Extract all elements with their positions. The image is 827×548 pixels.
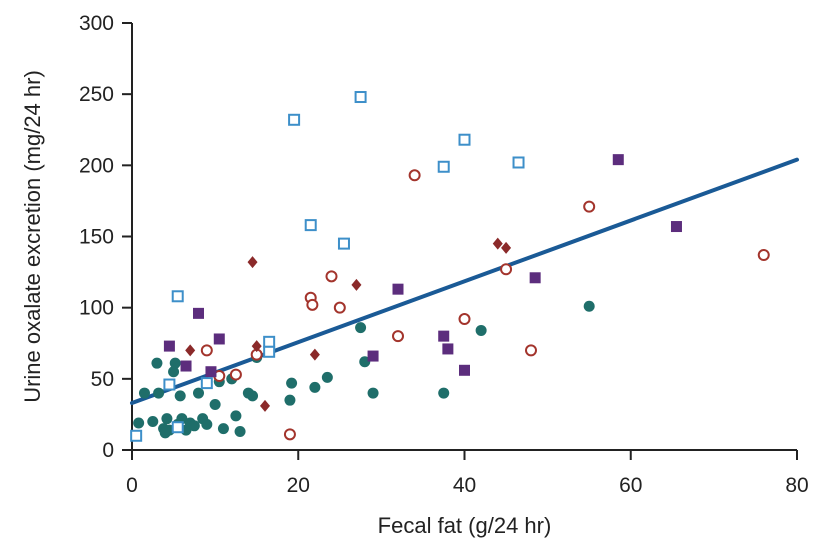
x-tick-label: 0 [126,474,138,497]
data-point-filled-square [529,272,541,284]
data-point-filled-circle [153,387,165,399]
data-point-filled-circle [286,377,298,389]
data-point-filled-circle [168,366,180,378]
data-point-filled-circle [174,390,186,402]
x-tick-label: 80 [785,474,808,497]
data-point-filled-circle [188,420,200,432]
data-point-filled-circle [234,425,246,437]
data-point-filled-circle [359,356,371,368]
data-point-filled-square [459,364,470,376]
y-tick-label: 150 [79,226,114,249]
data-point-filled-square [670,221,682,233]
data-point-filled-circle [133,417,145,429]
data-point-filled-circle [367,387,379,399]
data-point-open-square [130,429,143,442]
data-point-filled-circle [138,387,150,399]
data-point-open-circle [306,298,319,311]
data-point-open-square [288,113,301,126]
data-point-open-circle [200,344,213,357]
data-point-filled-circle [438,387,450,399]
data-point-filled-circle [193,387,204,399]
data-point-filled-square [442,343,454,355]
data-point-open-circle [229,368,242,381]
data-point-open-circle [757,249,770,262]
data-point-filled-square [180,360,192,372]
data-point-open-square [458,133,471,146]
data-point-filled-circle [583,300,595,312]
data-point-filled-circle [161,413,173,425]
data-point-filled-circle [355,322,367,334]
data-point-filled-circle [169,357,181,369]
x-axis-title: Fecal fat (g/24 hr) [378,513,552,538]
trendline-group [130,157,799,406]
y-tick-label: 300 [79,12,114,35]
data-point-filled-square [392,283,404,295]
y-tick-label: 0 [102,439,114,462]
data-point-filled-square [213,333,225,345]
data-point-open-square [304,219,317,232]
data-point-open-circle [325,270,338,283]
data-point-open-square [171,421,184,434]
data-point-filled-diamond [501,241,512,254]
data-point-open-square [512,156,525,169]
x-tick-label: 40 [453,474,476,497]
data-point-open-circle [583,200,596,213]
data-point-filled-circle [321,371,333,383]
data-point-filled-square [163,340,175,352]
data-point-filled-circle [284,394,296,406]
data-point-filled-diamond [251,340,262,353]
data-point-open-square [263,345,276,358]
data-point-open-circle [458,313,471,326]
data-point-open-square [337,237,350,250]
x-tick-label: 60 [619,474,642,497]
data-point-open-circle [525,344,537,357]
data-point-filled-square [612,154,624,166]
data-points [130,91,770,442]
data-point-filled-circle [230,410,242,422]
data-point-open-square [200,377,213,390]
y-tick-label: 100 [79,297,114,320]
data-point-filled-circle [201,418,213,430]
data-point-open-square [163,378,176,391]
data-point-filled-diamond [492,237,503,250]
data-point-filled-circle [217,423,229,435]
y-tick-label: 50 [91,368,114,391]
data-point-filled-circle [209,398,221,410]
data-point-open-circle [283,428,296,441]
data-point-filled-circle [247,390,259,402]
y-tick-label: 200 [79,154,114,177]
data-point-filled-square [205,366,217,378]
data-point-filled-square [193,307,204,319]
data-point-open-square [354,91,367,104]
data-point-filled-circle [147,416,159,428]
y-tick-label: 250 [79,83,114,106]
data-point-filled-diamond [247,256,258,269]
data-point-filled-diamond [309,348,320,361]
data-point-filled-circle [309,381,321,393]
data-point-filled-circle [151,357,163,369]
data-point-filled-diamond [351,278,362,291]
data-point-open-circle [500,263,513,276]
data-point-filled-circle [475,324,487,336]
data-point-filled-diamond [260,399,270,412]
data-point-filled-diamond [185,344,196,357]
data-point-open-square [171,290,184,303]
data-point-open-circle [408,169,421,182]
x-tick-label: 20 [287,474,310,497]
data-point-filled-square [367,350,379,362]
data-point-open-circle [333,301,346,314]
data-point-open-square [437,160,450,173]
data-point-open-circle [392,330,404,343]
axes: 0 50 100 150 200 250 300 0 20 40 60 80 [79,12,809,497]
regression-line [130,157,799,406]
data-point-filled-square [438,330,450,342]
data-point-open-square [263,335,276,348]
y-axis-title: Urine oxalate excretion (mg/24 hr) [20,70,45,403]
